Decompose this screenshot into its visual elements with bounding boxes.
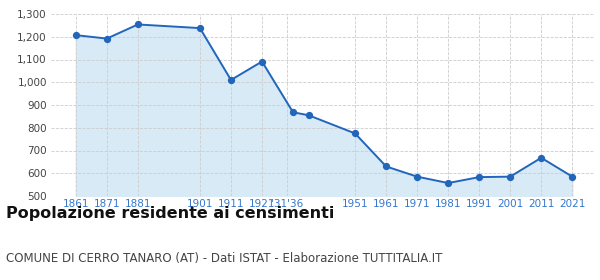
- Point: [536, 156, 546, 160]
- Point: [505, 174, 515, 179]
- Text: Popolazione residente ai censimenti: Popolazione residente ai censimenti: [6, 206, 334, 221]
- Point: [195, 26, 205, 30]
- Point: [304, 113, 313, 118]
- Point: [475, 175, 484, 179]
- Point: [443, 181, 453, 185]
- Point: [412, 174, 422, 179]
- Text: COMUNE DI CERRO TANARO (AT) - Dati ISTAT - Elaborazione TUTTITALIA.IT: COMUNE DI CERRO TANARO (AT) - Dati ISTAT…: [6, 252, 442, 265]
- Point: [382, 164, 391, 169]
- Point: [257, 59, 267, 64]
- Point: [226, 78, 236, 82]
- Point: [350, 131, 360, 136]
- Point: [102, 36, 112, 41]
- Point: [288, 110, 298, 115]
- Point: [133, 22, 143, 27]
- Point: [568, 174, 577, 179]
- Point: [71, 33, 80, 38]
